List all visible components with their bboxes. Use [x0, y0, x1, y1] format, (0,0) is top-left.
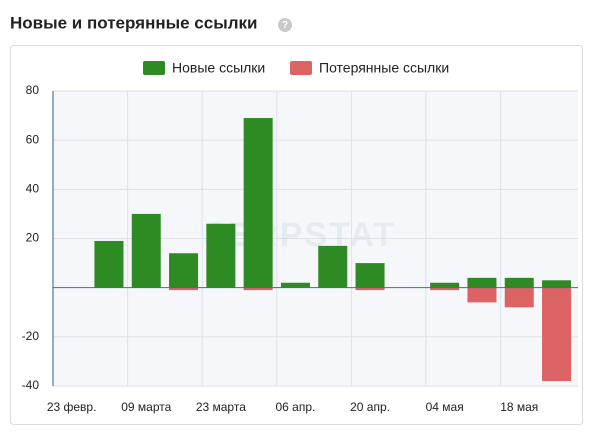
bar: [318, 245, 348, 288]
y-tick-label: -40: [22, 378, 40, 392]
x-tick-label: 06 апр.: [276, 400, 316, 414]
x-tick-label: 20 апр.: [350, 400, 390, 414]
y-tick-label: 40: [26, 182, 40, 196]
bar: [280, 282, 310, 288]
watermark: SERPSTAT: [204, 216, 396, 254]
bar: [504, 277, 534, 288]
bar: [542, 280, 572, 288]
x-tick-label: 18 мая: [500, 400, 538, 414]
bar: [355, 287, 385, 291]
bar: [355, 263, 385, 288]
bar: [430, 287, 460, 291]
bar: [169, 253, 199, 288]
help-icon[interactable]: ?: [278, 18, 292, 32]
x-tick-label: 23 февр.: [47, 400, 97, 414]
chart-title: Новые и потерянные ссылки: [10, 13, 258, 32]
x-tick-label: 04 мая: [426, 400, 464, 414]
bar: [467, 277, 497, 288]
bar: [169, 287, 199, 291]
legend-swatch: [290, 61, 312, 75]
x-tick-label: 23 марта: [196, 400, 246, 414]
y-tick-label: -20: [22, 329, 40, 343]
bar: [243, 118, 273, 288]
y-tick-label: 80: [26, 83, 40, 97]
bar: [430, 282, 460, 288]
legend-label: Новые ссылки: [172, 60, 265, 76]
x-tick-label: 09 марта: [121, 400, 171, 414]
legend-swatch: [143, 61, 165, 75]
bar: [206, 223, 236, 288]
bar: [504, 287, 534, 308]
y-tick-label: 20: [26, 231, 40, 245]
legend-label: Потерянные ссылки: [319, 60, 449, 76]
bar: [542, 287, 572, 382]
bar: [467, 287, 497, 303]
bar: [243, 287, 273, 291]
bar: [94, 240, 124, 288]
bar: [131, 213, 161, 288]
svg-text:?: ?: [282, 20, 288, 31]
y-tick-label: 60: [26, 132, 40, 146]
